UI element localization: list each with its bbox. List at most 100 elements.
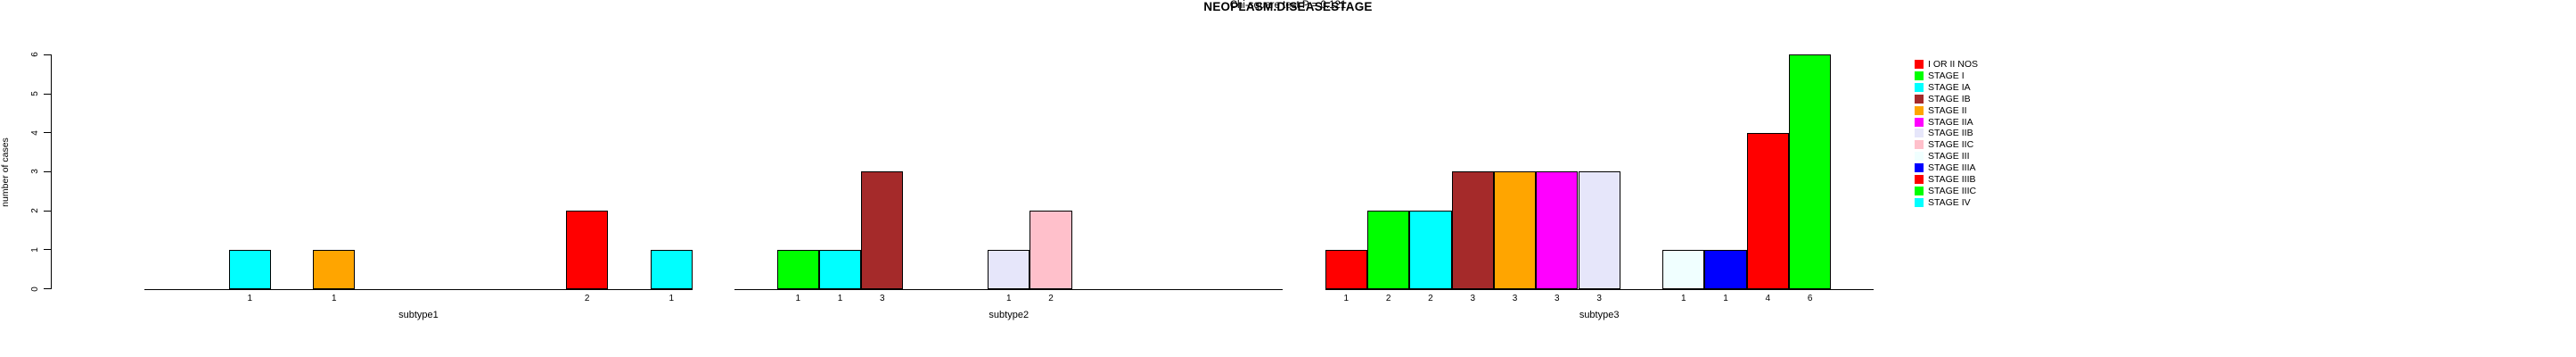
chart-title: NEOPLASM.DISEASESTAGE [1203, 0, 1373, 13]
legend-label: STAGE III [1928, 151, 1970, 162]
legend-swatch [1915, 140, 1924, 150]
bar-value-label: 2 [1428, 294, 1433, 303]
bar-subtype1-stage-iv [650, 249, 693, 290]
x-axis-group-label: subtype1 [398, 310, 439, 320]
bar-subtype1-stage-ia [228, 249, 271, 290]
x-axis-group-label: subtype2 [989, 310, 1030, 320]
legend-label: STAGE IIIB [1928, 174, 1976, 185]
legend-item-stage-iib: STAGE IIB [1915, 129, 2022, 138]
legend-item-stage-iic: STAGE IIC [1915, 140, 2022, 150]
legend-swatch [1915, 129, 1924, 138]
bar-value-label: 3 [1596, 294, 1602, 303]
legend-swatch [1915, 152, 1924, 162]
legend-swatch [1915, 71, 1924, 80]
bar-subtype3-stage-ii [1493, 171, 1537, 290]
legend-item-stage-iia: STAGE IIA [1915, 116, 2022, 128]
bar-value-label: 2 [584, 294, 590, 303]
y-axis-tick [43, 132, 51, 134]
bar-value-label: 1 [669, 294, 675, 303]
legend-item-stage-iiic: STAGE IIIC [1915, 185, 2022, 196]
y-axis-tick-label: 3 [29, 169, 40, 175]
bar-subtype2-stage-iic [1030, 211, 1072, 290]
legend-label: STAGE IIB [1928, 128, 1973, 139]
y-axis-tick [43, 93, 51, 95]
bar-value-label: 1 [795, 294, 801, 303]
chi-square-annotation: Chi-square test P = 0.121 [1229, 0, 1347, 11]
bar-subtype2-stage-ia [818, 249, 862, 290]
legend-item-stage-iiia: STAGE IIIA [1915, 163, 2022, 173]
bar-value-label: 4 [1765, 294, 1771, 303]
bar-subtype3-stage-iii [1662, 249, 1705, 290]
legend-label: STAGE IA [1928, 81, 1971, 93]
legend-swatch [1915, 82, 1924, 92]
legend-swatch [1915, 105, 1924, 115]
y-axis-line [50, 54, 52, 289]
bar-value-label: 3 [1512, 294, 1518, 303]
y-axis-tick-label: 0 [29, 286, 40, 292]
bar-value-label: 3 [1555, 294, 1560, 303]
legend-label: I OR II NOS [1928, 59, 1979, 70]
legend-swatch [1915, 175, 1924, 184]
y-axis-tick [43, 170, 51, 173]
legend-item-stage-i: STAGE I [1915, 71, 2022, 81]
legend-swatch [1915, 186, 1924, 195]
legend-swatch [1915, 197, 1924, 207]
bar-subtype3-stage-iiic [1789, 54, 1832, 290]
bar-value-label: 6 [1807, 294, 1813, 303]
bar-subtype1-stage-iiib [566, 211, 609, 290]
bar-value-label: 1 [1680, 294, 1686, 303]
bar-subtype3-stage-ib [1451, 171, 1494, 290]
bar-subtype3-i-or-ii-nos [1325, 249, 1367, 290]
x-axis-group-label: subtype3 [1579, 310, 1620, 320]
bar-subtype3-stage-iiib [1746, 132, 1789, 290]
legend-label: STAGE IIIC [1928, 185, 1977, 196]
bar-value-label: 3 [880, 294, 885, 303]
bar-subtype2-stage-ib [861, 171, 904, 290]
y-axis-tick-label: 4 [29, 129, 40, 136]
y-axis-tick-label: 5 [29, 91, 40, 96]
bar-subtype3-stage-iib [1578, 171, 1620, 290]
legend-swatch [1915, 60, 1924, 69]
bar-value-label: 1 [1723, 294, 1728, 303]
legend-item-stage-iv: STAGE IV [1915, 196, 2022, 208]
y-axis-tick-label: 2 [29, 208, 40, 213]
bar-subtype3-stage-iiia [1704, 249, 1747, 290]
legend-swatch [1915, 163, 1924, 173]
legend-label: STAGE I [1928, 70, 1965, 81]
legend-item-stage-iii: STAGE III [1915, 152, 2022, 162]
y-axis-tick [43, 54, 51, 55]
legend-label: STAGE IIIA [1928, 162, 1976, 174]
bar-value-label: 3 [1470, 294, 1476, 303]
legend-label: STAGE IV [1928, 196, 1971, 208]
bar-value-label: 2 [1385, 294, 1391, 303]
x-axis-line [144, 288, 693, 290]
legend-item-stage-ia: STAGE IA [1915, 81, 2022, 93]
legend-label: STAGE IB [1928, 93, 1971, 104]
legend-item-stage-ii: STAGE II [1915, 104, 2022, 116]
bar-subtype3-stage-ia [1409, 211, 1452, 290]
bar-subtype3-stage-i [1367, 211, 1410, 290]
legend-item-stage-ib: STAGE IB [1915, 93, 2022, 104]
bar-value-label: 1 [837, 294, 843, 303]
bar-subtype3-stage-iia [1536, 171, 1579, 290]
legend-label: STAGE II [1928, 104, 1967, 116]
legend-label: STAGE IIA [1928, 116, 1973, 128]
bar-value-label: 1 [1343, 294, 1350, 303]
legend-swatch [1915, 117, 1924, 127]
y-axis-tick-label: 6 [29, 52, 40, 58]
bar-subtype2-stage-i [776, 249, 819, 290]
y-axis-tick-label: 1 [29, 247, 40, 253]
bar-value-label: 1 [1005, 294, 1012, 303]
y-axis-label: number of cases [0, 137, 11, 207]
legend-item-stage-iiib: STAGE IIIB [1915, 175, 2022, 185]
bar-value-label: 2 [1048, 294, 1054, 303]
bar-value-label: 1 [332, 294, 337, 303]
bar-subtype1-stage-ii [313, 249, 356, 290]
legend-label: STAGE IIC [1928, 139, 1974, 151]
legend-item-i-or-ii-nos: I OR II NOS [1915, 60, 2022, 70]
y-axis-tick [43, 249, 51, 251]
y-axis-tick [43, 288, 51, 290]
bar-subtype2-stage-iib [988, 249, 1030, 290]
legend-swatch [1915, 94, 1924, 104]
